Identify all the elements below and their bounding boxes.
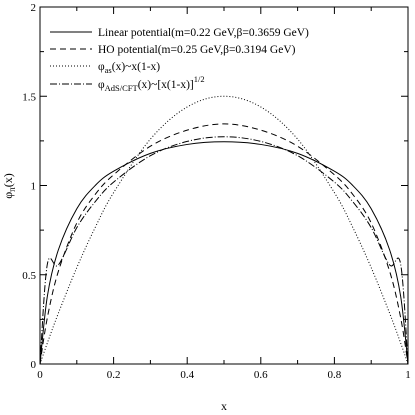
legend-as-sub: as bbox=[105, 65, 112, 75]
y-tick-label: 0 bbox=[31, 359, 37, 371]
y-tick-label: 2 bbox=[31, 2, 37, 14]
legend-label-as: φas(x)~x(1-x) bbox=[98, 61, 160, 75]
x-tick-label: 0.2 bbox=[107, 369, 121, 381]
legend-adscft-sub: AdS/CFT bbox=[105, 83, 139, 93]
series-line-ho bbox=[39, 123, 409, 365]
y-axis-label-sub: π bbox=[7, 187, 17, 192]
x-tick-label: 0.8 bbox=[328, 369, 342, 381]
series-line-linear bbox=[39, 141, 409, 365]
legend-adscft-sup: 1/2 bbox=[194, 74, 205, 84]
legend-label-ho: HO potential(m=0.25 GeV,β=0.3194 GeV) bbox=[98, 44, 296, 56]
series-lines bbox=[39, 95, 409, 365]
legend: Linear potential(m=0.22 GeV,β=0.3659 GeV… bbox=[50, 27, 309, 93]
y-axis-label-base: φ bbox=[1, 192, 15, 199]
y-tick-label: 1.5 bbox=[22, 91, 36, 103]
x-tick-label: 1 bbox=[405, 369, 411, 381]
x-tick-label: 0.4 bbox=[180, 369, 194, 381]
plot-area bbox=[39, 6, 409, 365]
series-line-as bbox=[39, 95, 409, 365]
y-axis-label: φπ(x) bbox=[1, 173, 17, 198]
plot-frame bbox=[39, 6, 409, 365]
axis-ticks: 0 0.2 0.4 0.6 0.8 1 0 0.5 1 1.5 2 bbox=[22, 2, 411, 381]
x-axis-label: x bbox=[221, 399, 227, 413]
legend-label-linear: Linear potential(m=0.22 GeV,β=0.3659 GeV… bbox=[98, 27, 309, 39]
series-line-adscft bbox=[39, 136, 409, 365]
y-tick-label: 1 bbox=[31, 181, 37, 193]
legend-adscft-base: φ bbox=[98, 79, 105, 91]
legend-as-base: φ bbox=[98, 61, 105, 73]
x-tick-label: 0 bbox=[37, 369, 43, 381]
legend-as-rest: (x)~x(1-x) bbox=[112, 61, 161, 73]
legend-adscft-rest: (x)~[x(1-x)] bbox=[138, 79, 194, 91]
y-axis-label-suffix: (x) bbox=[1, 173, 15, 187]
y-tick-label: 0.5 bbox=[22, 270, 36, 282]
legend-label-adscft: φAdS/CFT(x)~[x(1-x)]1/2 bbox=[98, 74, 205, 93]
x-tick-label: 0.6 bbox=[254, 369, 268, 381]
